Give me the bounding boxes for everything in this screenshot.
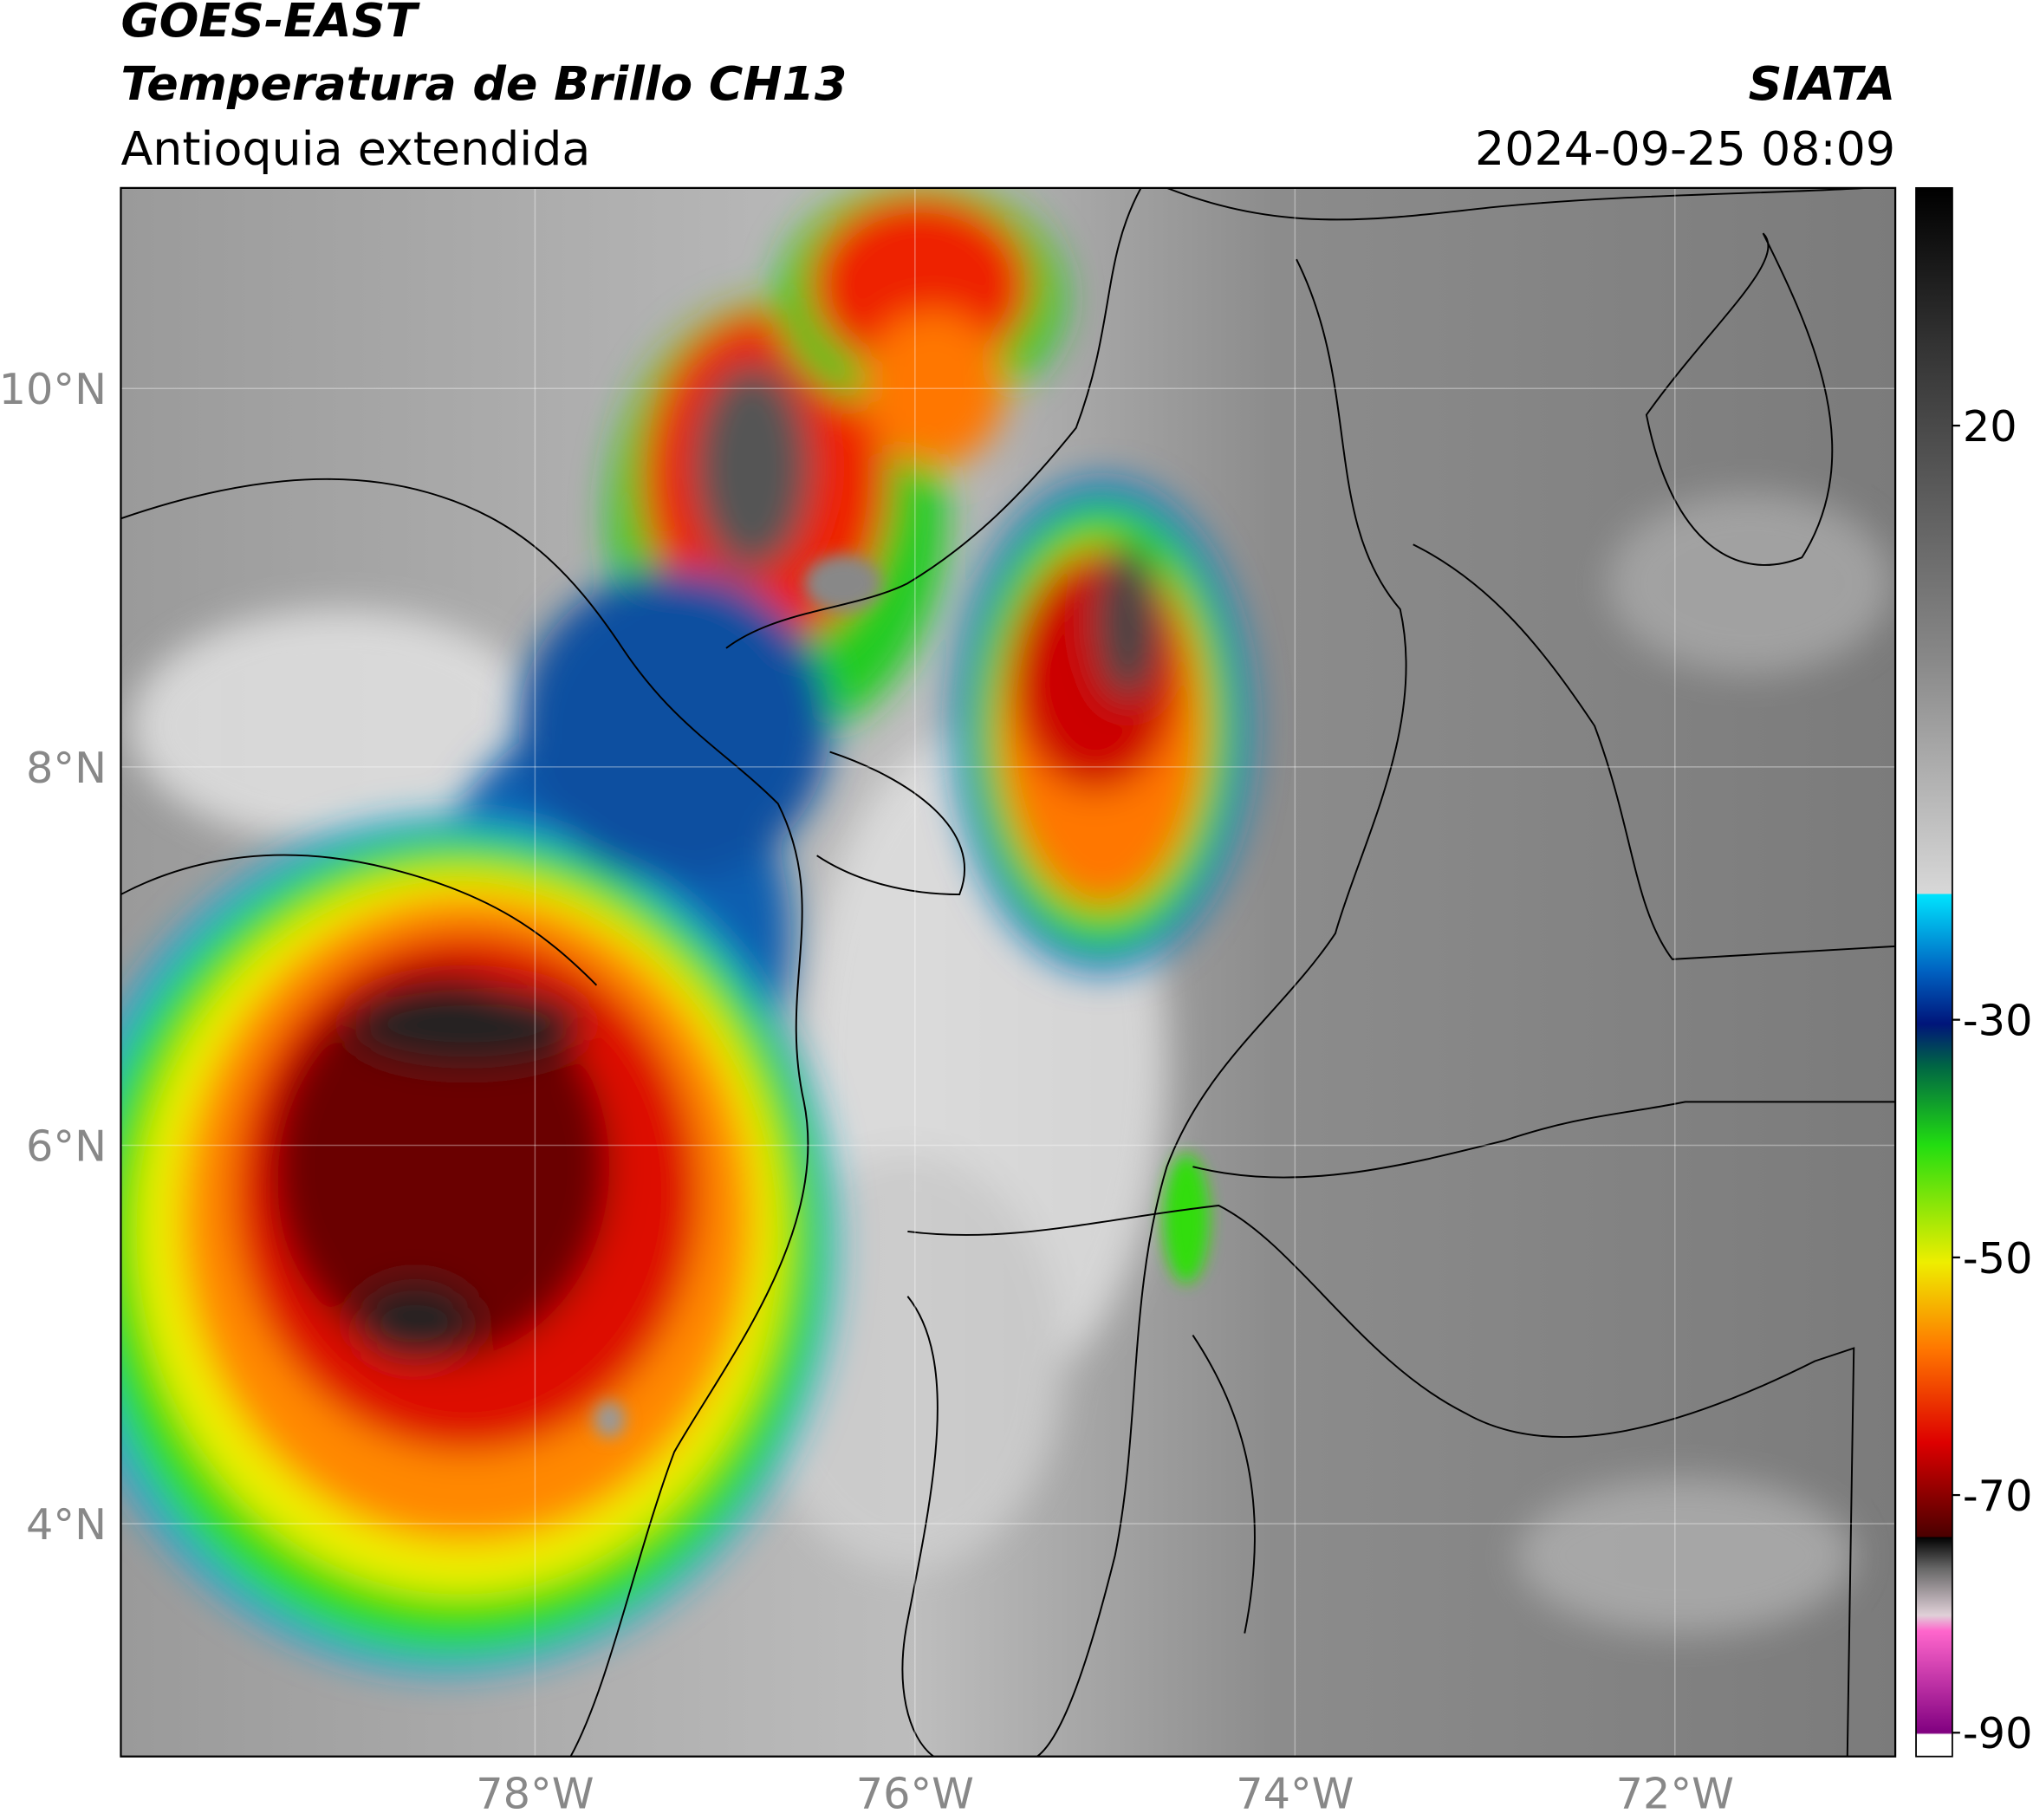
lat-label: 8°N [26,743,107,793]
lon-label: 72°W [1616,1769,1734,1819]
colorbar-tick-label: 20 [1963,401,2017,452]
lon-label: 76°W [856,1769,974,1819]
lon-label: 74°W [1236,1769,1354,1819]
lon-label: 78°W [476,1769,594,1819]
satellite-image [120,187,1896,1757]
colorbar-tick-label: -70 [1963,1471,2033,1521]
graticule [120,187,1896,1757]
lat-label: 6°N [26,1121,107,1172]
map-frame [120,186,1897,1758]
title: GOES-EAST [120,0,420,48]
lat-label: 4°N [26,1499,107,1550]
colorbar-tick-label: -90 [1963,1708,2033,1758]
subtitle: Temperatura de Brillo CH13 [120,56,847,111]
source: SIATA [1749,56,1896,111]
boundaries [120,187,1896,1757]
datetime: 2024-09-25 08:09 [1475,121,1895,176]
colorbar [1915,186,1953,1758]
colorbar-tick-label: -30 [1963,996,2033,1046]
colorbar-tick-label: -50 [1963,1233,2033,1284]
lat-label: 10°N [0,364,107,414]
region: Antioquia extendida [120,121,590,176]
